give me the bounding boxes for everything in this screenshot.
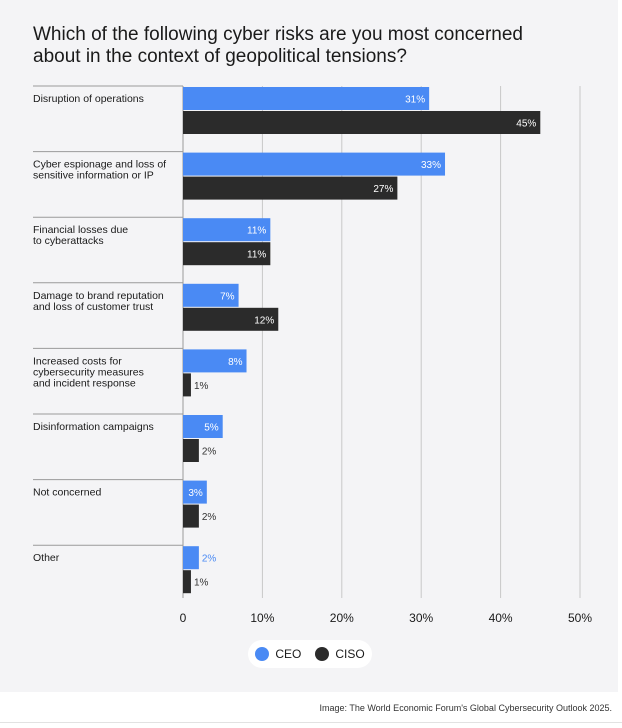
category-label: Disruption of operations — [33, 93, 144, 105]
legend-label-ciso: CISO — [335, 647, 365, 661]
bar-ceo — [183, 283, 239, 307]
data-label-ciso: 2% — [202, 512, 217, 523]
x-tick-label: 10% — [250, 611, 274, 625]
image-credit: Image: The World Economic Forum's Global… — [319, 703, 612, 713]
x-tick-label: 30% — [409, 611, 433, 625]
data-label-ceo: 8% — [228, 357, 243, 368]
category-label: Other — [33, 552, 60, 564]
data-label-ciso: 1% — [194, 578, 209, 589]
data-label-ceo: 2% — [202, 554, 217, 565]
data-label-ciso: 45% — [516, 119, 536, 130]
bar-ciso — [183, 111, 541, 134]
data-label-ceo: 3% — [188, 488, 203, 499]
data-label-ciso: 11% — [247, 250, 266, 261]
data-label-ceo: 7% — [220, 291, 235, 302]
bar-ciso — [183, 570, 191, 594]
bar-ciso — [183, 504, 199, 528]
data-label-ciso: 12% — [254, 315, 274, 326]
x-tick-label: 0 — [180, 611, 187, 625]
x-tick-label: 40% — [489, 611, 513, 625]
bar-ceo — [183, 87, 430, 110]
bar-ceo — [183, 349, 247, 373]
legend-swatch-ciso — [315, 647, 330, 661]
bar-ceo — [183, 480, 207, 504]
bar-ciso — [183, 439, 199, 462]
bar-ceo — [183, 546, 199, 570]
category-label: Increased costs for cybersecurity measure… — [33, 355, 144, 389]
category-label: Cyber espionage and loss of sensitive inf… — [33, 159, 166, 182]
bar-chart: 0 10% 20% 30% 40% 50% Disruption of operations… — [33, 85, 592, 625]
category-label: Damage to brand reputation and loss of cu… — [33, 290, 164, 313]
divider — [0, 722, 622, 723]
data-label-ceo: 5% — [204, 423, 219, 434]
bar-ciso — [183, 373, 191, 397]
x-tick-label: 20% — [330, 611, 354, 625]
bar-ceo — [183, 218, 271, 242]
data-label-ceo: 11% — [247, 226, 266, 237]
bar-ciso — [183, 307, 279, 331]
chart-title: Which of the following cyber risks are y… — [33, 24, 523, 67]
data-label-ciso: 2% — [202, 447, 217, 458]
x-tick-label: 50% — [568, 611, 592, 625]
legend: CEO CISO — [248, 640, 372, 668]
bar-ciso — [183, 176, 398, 200]
bar-ceo — [183, 152, 446, 176]
legend-item-ciso[interactable]: CISO — [315, 647, 365, 661]
category-label: Financial losses due to cyberattacks — [33, 224, 128, 247]
bar-ciso — [183, 242, 271, 266]
data-label-ceo: 31% — [405, 95, 425, 106]
legend-swatch-ceo — [255, 647, 270, 661]
data-label-ciso: 1% — [194, 381, 209, 392]
category-label: Not concerned — [33, 487, 101, 499]
data-label-ceo: 33% — [421, 160, 441, 171]
legend-label-ceo: CEO — [275, 647, 302, 661]
bar-ceo — [183, 415, 223, 438]
category-label: Disinformation campaigns — [33, 421, 154, 433]
data-label-ciso: 27% — [373, 184, 393, 195]
legend-item-ceo[interactable]: CEO — [255, 647, 301, 661]
